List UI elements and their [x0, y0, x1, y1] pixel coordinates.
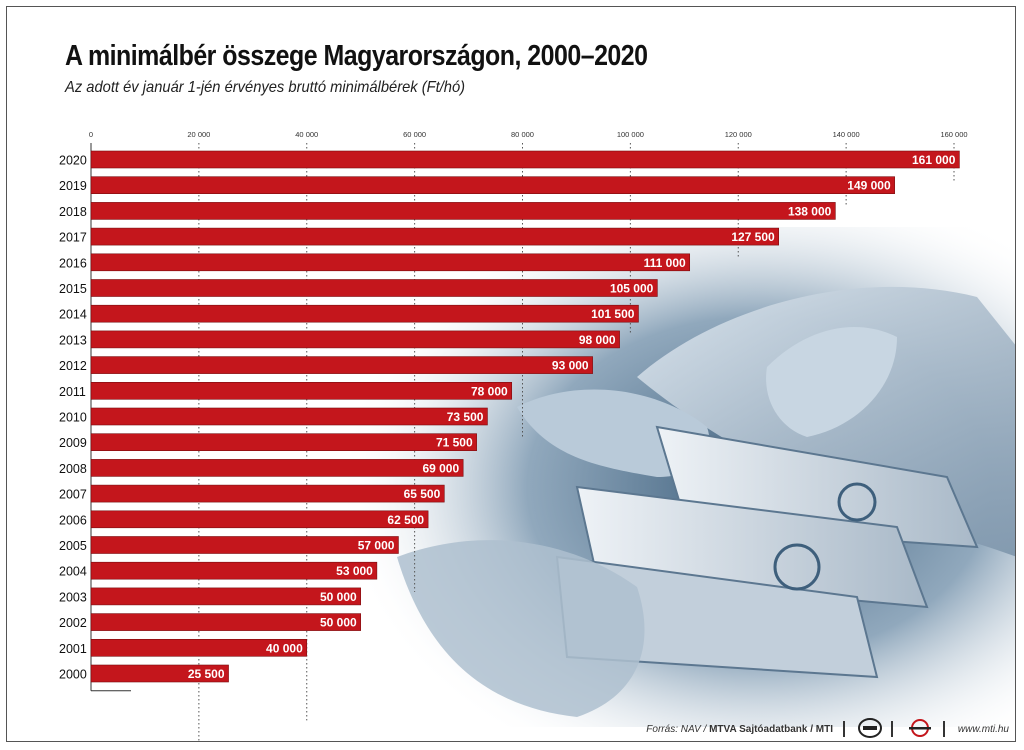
value-label-2014: 101 500	[591, 307, 635, 321]
x-tick-label: 60 000	[403, 130, 426, 139]
value-label-2001: 40 000	[266, 641, 303, 655]
chart-subtitle: Az adott év január 1-jén érvényes bruttó…	[65, 79, 466, 96]
value-label-2002: 50 000	[320, 616, 357, 630]
value-label-2008: 69 000	[422, 461, 459, 475]
year-label-2015: 2015	[59, 282, 87, 296]
year-label-2020: 2020	[59, 154, 87, 168]
hands-with-banknotes-photo	[337, 227, 1015, 727]
value-label-2016: 111 000	[644, 256, 686, 270]
year-label-2008: 2008	[59, 462, 87, 476]
value-label-2000: 25 500	[188, 667, 225, 681]
bar-2002	[90, 613, 361, 631]
source-bold: MTVA Sajtóadatbank / MTI	[709, 724, 833, 735]
x-tick-label: 120 000	[725, 130, 752, 139]
value-label-2011: 78 000	[471, 384, 508, 398]
source-prefix: Forrás: NAV /	[646, 724, 710, 735]
bar-2018	[90, 202, 836, 220]
year-label-2003: 2003	[59, 590, 87, 604]
year-label-2016: 2016	[59, 256, 87, 270]
footer: Forrás: NAV / MTVA Sajtóadatbank / MTI w…	[7, 711, 1015, 741]
value-label-2018: 138 000	[788, 204, 832, 218]
year-label-2004: 2004	[59, 565, 87, 579]
year-label-2019: 2019	[59, 179, 87, 193]
bar-2017	[90, 227, 780, 246]
value-label-2006: 62 500	[387, 513, 424, 527]
value-label-2017: 127 500	[731, 230, 775, 244]
source-credit: Forrás: NAV / MTVA Sajtóadatbank / MTI	[646, 724, 833, 735]
bar-2016	[90, 253, 691, 272]
year-label-2006: 2006	[59, 513, 87, 527]
value-label-2013: 98 000	[579, 333, 616, 347]
bar-2000	[90, 664, 229, 683]
bar-2003	[90, 587, 361, 606]
bar-2011	[90, 381, 513, 400]
year-label-2002: 2002	[59, 616, 87, 630]
value-label-2005: 57 000	[358, 539, 395, 553]
x-tick-label: 20 000	[187, 130, 210, 139]
value-label-2009: 71 500	[436, 436, 473, 450]
value-label-2007: 65 500	[404, 487, 441, 501]
bar-2010	[90, 407, 488, 426]
x-tick-label: 140 000	[833, 130, 860, 139]
x-tick-label: 100 000	[617, 130, 644, 139]
year-label-2009: 2009	[59, 436, 87, 450]
bar-2014	[90, 304, 639, 323]
value-label-2015: 105 000	[610, 282, 654, 296]
bar-2007	[90, 484, 445, 503]
year-label-2012: 2012	[59, 359, 87, 373]
bar-2005	[90, 536, 399, 554]
chart-title: A minimálbér összege Magyarországon, 200…	[65, 40, 648, 72]
year-label-2018: 2018	[59, 205, 87, 219]
value-label-2020: 161 000	[912, 153, 956, 167]
infographic-frame: A minimálbér összege Magyarországon, 200…	[6, 6, 1016, 742]
year-label-2007: 2007	[59, 488, 87, 502]
value-label-2012: 93 000	[552, 359, 589, 373]
bar-2012	[90, 356, 593, 374]
x-tick-label: 0	[89, 130, 93, 139]
bar-2004	[90, 561, 378, 580]
year-label-2000: 2000	[59, 668, 87, 682]
value-label-2019: 149 000	[847, 179, 891, 193]
bar-2006	[90, 510, 429, 529]
bar-2015	[90, 279, 658, 297]
bar-2008	[90, 459, 464, 477]
value-label-2010: 73 500	[447, 410, 484, 424]
footer-divider	[891, 721, 893, 737]
year-label-2011: 2011	[59, 385, 86, 399]
minimum-wage-bar-chart: 0 20 000 40 000 60 000 80 000 100 000 120 000 1…	[59, 130, 968, 741]
year-label-2010: 2010	[59, 411, 87, 425]
year-label-2005: 2005	[59, 539, 87, 553]
bar-2013	[90, 330, 620, 349]
year-label-2013: 2013	[59, 333, 87, 347]
mti-logo-icon	[909, 719, 931, 737]
year-label-2014: 2014	[59, 308, 87, 322]
bar-2009	[90, 433, 477, 452]
footer-divider	[843, 721, 845, 737]
bar-2001	[90, 638, 308, 657]
bar-2020	[90, 150, 960, 169]
mtva-logo-icon	[858, 718, 882, 738]
bar-2019	[90, 176, 895, 194]
value-label-2004: 53 000	[336, 564, 373, 578]
x-tick-label: 40 000	[295, 130, 318, 139]
year-label-2017: 2017	[59, 231, 87, 245]
year-label-2001: 2001	[59, 642, 87, 656]
x-tick-label: 160 000	[940, 130, 967, 139]
x-tick-label: 80 000	[511, 130, 534, 139]
value-label-2003: 50 000	[320, 590, 357, 604]
footer-divider	[943, 721, 945, 737]
website-link[interactable]: www.mti.hu	[957, 724, 1009, 735]
